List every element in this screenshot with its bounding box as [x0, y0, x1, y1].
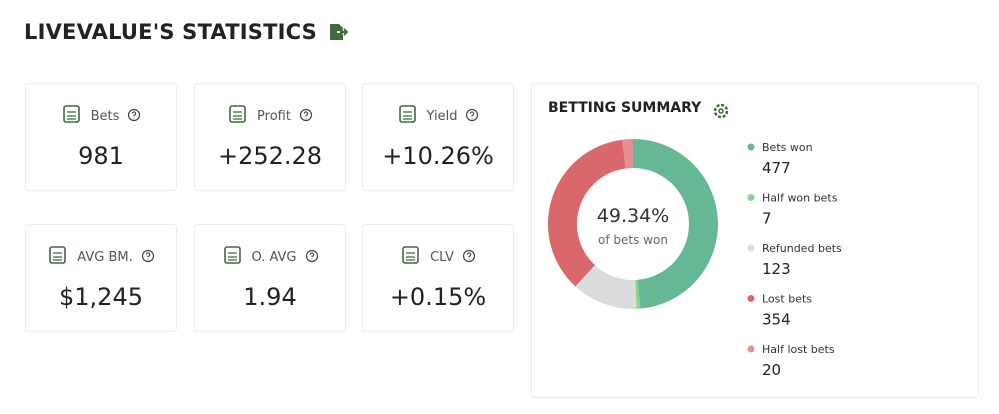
summary-chart: BETTING SUMMARY Bets won 477 Half won bets…: [548, 100, 842, 379]
summary-title: BETTING SUMMARY: [548, 100, 702, 116]
help-circle: [128, 108, 141, 122]
stat-label-row: Bets: [26, 104, 176, 124]
help-mark: [303, 111, 309, 119]
stat-card: CLV +0.15%: [362, 224, 514, 332]
legend-dot: [747, 194, 755, 201]
stat-label-row: O. AVG: [195, 245, 345, 265]
stat-value: $1,245: [59, 283, 143, 311]
center-value: 49.34%: [597, 205, 669, 227]
icon-shape: [233, 111, 243, 120]
stat-icon: [229, 105, 246, 123]
stat-label: CLV: [430, 250, 454, 265]
stat-value: 1.94: [243, 283, 297, 311]
stat-card: O. AVG 1.94: [194, 224, 346, 332]
icon-shape: [402, 246, 419, 264]
donut-segment: [633, 139, 718, 309]
legend-label: Bets won: [762, 141, 813, 154]
stat-icon: [223, 246, 241, 264]
legend-dot: [747, 143, 755, 151]
help-icon[interactable]: [465, 108, 479, 122]
help-mark: [470, 111, 475, 119]
stat-value: +0.15%: [389, 283, 487, 311]
help-circle: [305, 249, 318, 263]
stat-card: AVG BM. $1,245: [25, 224, 177, 332]
legend-label: Half lost bets: [762, 343, 835, 356]
icon-shape: [229, 105, 246, 123]
center-label: of bets won: [598, 233, 668, 247]
icon-shape: [402, 111, 412, 120]
stat-label-row: CLV: [363, 245, 513, 265]
icon-shape: [223, 246, 241, 264]
help-icon[interactable]: [299, 108, 313, 122]
icon-shape: [53, 252, 63, 261]
donut-segment: [622, 139, 633, 169]
legend-value: 123: [762, 260, 791, 278]
stat-card: Yield +10.26%: [362, 83, 514, 191]
stat-icon: [62, 105, 80, 123]
stat-icon: [402, 246, 419, 264]
legend-dot: [747, 345, 755, 353]
legend-value: 354: [762, 311, 791, 329]
help-circle: [141, 249, 154, 263]
help-mark: [309, 252, 314, 260]
stat-card: Profit +252.28: [194, 83, 346, 191]
stat-label: Yield: [426, 109, 458, 124]
legend-dot: [747, 295, 755, 302]
stat-label-row: AVG BM.: [26, 245, 176, 265]
help-mark: [145, 252, 150, 260]
help-icon[interactable]: [305, 249, 319, 263]
stat-label-row: Yield: [363, 104, 513, 124]
donut-segment: [575, 265, 637, 309]
legend-label: Half won bets: [762, 192, 838, 205]
legend-label: Lost bets: [762, 293, 812, 306]
export-icon[interactable]: [328, 23, 349, 41]
stat-label: Bets: [90, 109, 120, 124]
stat-label: AVG BM.: [77, 250, 133, 265]
help-mark: [466, 252, 472, 260]
title-text: LIVEVALUE'S STATISTICS: [24, 20, 317, 44]
stat-value: +10.26%: [382, 142, 494, 170]
legend-dot: [747, 244, 755, 252]
page-title: LIVEVALUE'S STATISTICS: [24, 20, 349, 44]
stat-label: Profit: [257, 109, 291, 124]
icon-shape: [406, 252, 416, 261]
help-circle: [466, 108, 479, 122]
legend-value: 7: [762, 210, 772, 228]
help-icon[interactable]: [462, 249, 476, 263]
donut-segment: [548, 139, 626, 287]
stat-icon: [398, 105, 416, 123]
legend-label: Refunded bets: [762, 242, 842, 255]
icon-shape: [398, 105, 416, 123]
help-mark: [132, 111, 137, 119]
summary-card: BETTING SUMMARY Bets won 477 Half won bets…: [531, 83, 979, 398]
stat-card: Bets 981: [25, 83, 177, 191]
donut-segment: [635, 279, 641, 309]
settings-icon[interactable]: [713, 103, 729, 119]
stat-value: 981: [78, 142, 124, 170]
stat-label-row: Profit: [195, 104, 345, 124]
help-circle: [462, 249, 475, 263]
stat-label: O. AVG: [251, 250, 297, 265]
stat-value: +252.28: [217, 142, 323, 170]
legend-value: 20: [762, 361, 781, 379]
icon-shape: [49, 246, 67, 264]
help-icon[interactable]: [141, 249, 155, 263]
icon-shape: [62, 105, 80, 123]
legend-value: 477: [762, 159, 791, 177]
icon-shape: [227, 252, 237, 261]
icon-shape: [66, 111, 76, 120]
help-circle: [299, 108, 313, 122]
stat-icon: [49, 246, 67, 264]
help-icon[interactable]: [127, 108, 141, 122]
